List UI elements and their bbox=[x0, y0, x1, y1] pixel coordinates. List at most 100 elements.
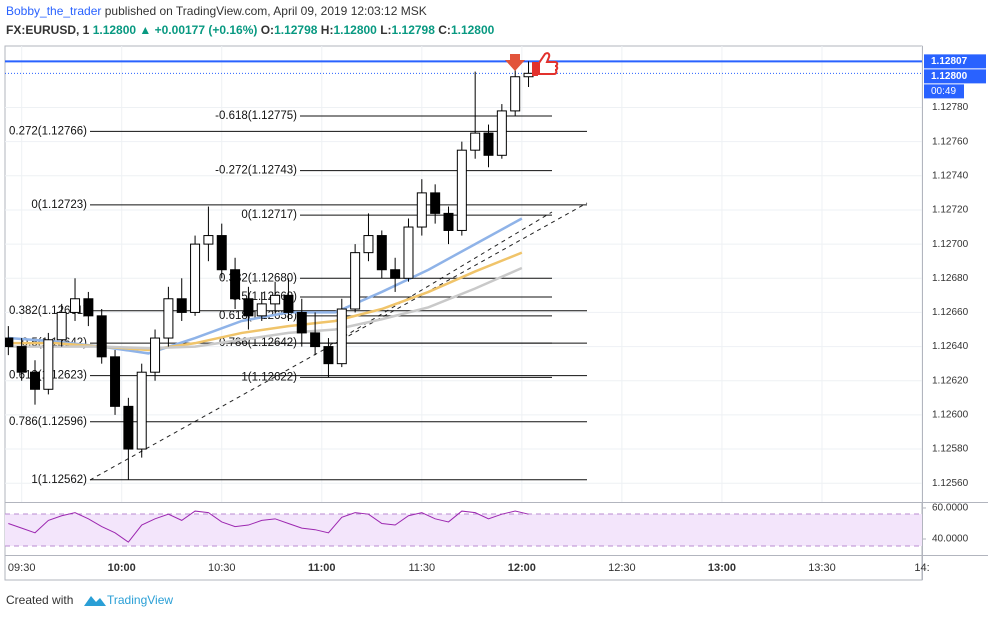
y-tick-label: 1.12760 bbox=[932, 136, 969, 147]
candle-body bbox=[470, 132, 481, 151]
ohlc-value: 1.12800 bbox=[333, 23, 377, 37]
y-tick-label: 1.12620 bbox=[932, 375, 969, 386]
header-line: Bobby_the_trader published on TradingVie… bbox=[6, 4, 427, 18]
candle-body bbox=[176, 298, 187, 313]
y-tick-label: 1.12680 bbox=[932, 273, 969, 284]
rsi-line bbox=[8, 510, 529, 543]
fib-label: 0(1.12717) bbox=[241, 209, 297, 221]
x-tick-label: 13:00 bbox=[708, 562, 736, 574]
fib-label: 0.786(1.12642) bbox=[219, 337, 297, 349]
fib-label: -0.618(1.12775) bbox=[215, 110, 297, 122]
trend-line bbox=[89, 202, 588, 481]
ohlc-label: C: bbox=[438, 23, 451, 37]
candle-body bbox=[510, 76, 521, 112]
fib-label: 1(1.12622) bbox=[241, 371, 297, 383]
footer-brand[interactable]: TradingView bbox=[107, 593, 173, 607]
fib-label: 0.272(1.12766) bbox=[9, 125, 87, 137]
countdown-tag bbox=[924, 84, 964, 99]
ohlc-value: 1.12800 bbox=[451, 23, 495, 37]
candle-body bbox=[43, 339, 54, 390]
candle-body bbox=[456, 149, 467, 231]
rsi-tick-label: 60.0000 bbox=[932, 503, 969, 514]
candle-body bbox=[403, 226, 414, 279]
x-tick-label: 14: bbox=[914, 562, 929, 574]
candle-body bbox=[163, 298, 174, 339]
ohlc-label: H: bbox=[321, 23, 334, 37]
candle-body bbox=[390, 269, 401, 279]
x-tick-label: 12:00 bbox=[508, 562, 536, 574]
candle-body bbox=[443, 212, 454, 231]
candle-body bbox=[190, 243, 201, 313]
fib-label: -0.272(1.12743) bbox=[215, 165, 297, 177]
candle-body bbox=[416, 192, 427, 228]
candle-body bbox=[96, 315, 107, 358]
x-tick-label: 13:30 bbox=[808, 562, 836, 574]
published: published on TradingView.com, April 09, … bbox=[105, 4, 427, 18]
candle-body bbox=[30, 371, 41, 390]
rsi-tick-label: 40.0000 bbox=[932, 534, 969, 545]
candle-body bbox=[376, 235, 387, 271]
y-tick-label: 1.12780 bbox=[932, 102, 969, 113]
up-arrow: ▲ bbox=[136, 23, 155, 37]
candle-body bbox=[83, 298, 94, 317]
chart-frame bbox=[4, 45, 923, 581]
candle-body bbox=[123, 405, 134, 450]
candle-body bbox=[110, 356, 121, 407]
candle-body bbox=[150, 337, 161, 373]
candle-body bbox=[136, 371, 147, 450]
fib-label: 0.786(1.12596) bbox=[9, 416, 87, 428]
candle-body bbox=[5, 337, 14, 348]
candle-body bbox=[216, 235, 227, 271]
rsi-band bbox=[5, 514, 922, 546]
candle-body bbox=[496, 110, 507, 156]
footer-created: Created with bbox=[6, 593, 73, 607]
x-tick-label: 11:00 bbox=[308, 562, 336, 574]
candle-body bbox=[270, 294, 281, 305]
fib-label: 1(1.12562) bbox=[31, 474, 87, 486]
price-tag bbox=[924, 54, 986, 69]
y-tick-label: 1.12560 bbox=[932, 478, 969, 489]
x-tick-label: 10:00 bbox=[108, 562, 136, 574]
x-tick-label: 09:30 bbox=[8, 562, 36, 574]
candle-body bbox=[230, 269, 241, 300]
fib-label: 0.382(1.12661) bbox=[9, 305, 87, 317]
symbol-line: FX:EURUSD, 1 1.12800 ▲ +0.00177 (+0.16%)… bbox=[6, 23, 495, 37]
y-tick-label: 1.12660 bbox=[932, 307, 969, 318]
candle-body bbox=[256, 303, 267, 317]
symbol: FX:EURUSD, 1 bbox=[6, 23, 90, 37]
y-tick-label: 1.12720 bbox=[932, 205, 969, 216]
x-tick-label: 12:30 bbox=[608, 562, 636, 574]
candle-body bbox=[310, 332, 321, 348]
candle-body bbox=[523, 72, 534, 78]
y-tick-label: 1.12580 bbox=[932, 444, 969, 455]
price-tag-label: 1.12807 bbox=[931, 56, 968, 67]
candle-body bbox=[16, 346, 27, 373]
candle-body bbox=[336, 308, 347, 365]
y-tick-label: 1.12600 bbox=[932, 410, 969, 421]
change: +0.00177 (+0.16%) bbox=[155, 23, 258, 37]
last-price: 1.12800 bbox=[93, 23, 137, 37]
x-tick-label: 10:30 bbox=[208, 562, 236, 574]
tradingview-logo bbox=[84, 596, 106, 606]
candle-body bbox=[323, 346, 334, 365]
candle-body bbox=[483, 132, 494, 156]
price-tag-label: 1.12800 bbox=[931, 71, 968, 82]
candle-body bbox=[283, 294, 294, 313]
candle-body bbox=[363, 235, 374, 254]
candle-body bbox=[296, 311, 307, 334]
y-tick-label: 1.12640 bbox=[932, 341, 969, 352]
moving-average bbox=[8, 266, 523, 350]
candle-body bbox=[350, 252, 361, 310]
y-tick-label: 1.12740 bbox=[932, 170, 969, 181]
candle-body bbox=[56, 311, 67, 341]
author[interactable]: Bobby_the_trader bbox=[6, 4, 101, 18]
signal-icons bbox=[505, 52, 559, 76]
thumbs-up-icon bbox=[532, 62, 538, 76]
ohlc-label: O: bbox=[261, 23, 274, 37]
countdown-label: 00:49 bbox=[931, 86, 956, 97]
ohlc-value: 1.12798 bbox=[274, 23, 318, 37]
ohlc-label: L: bbox=[380, 23, 391, 37]
candle-body bbox=[430, 192, 441, 214]
thumbs-up-icon bbox=[538, 52, 559, 75]
